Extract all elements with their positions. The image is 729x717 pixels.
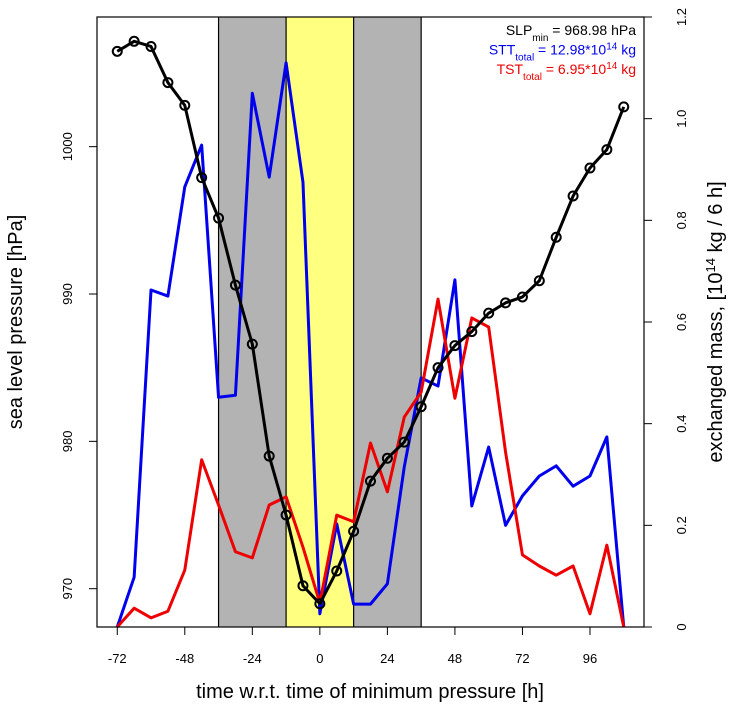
text-part: = 968.98 hPa — [548, 22, 636, 38]
text-part: TST — [497, 61, 524, 77]
y-tick-label: 1000 — [60, 132, 75, 161]
y-tick-label: 980 — [60, 430, 75, 452]
y2-axis-title: exchanged mass, [1014 kg / 6 h] — [703, 181, 728, 462]
series-line — [116, 297, 626, 629]
point — [196, 172, 208, 184]
y2-tick-label: 0.2 — [674, 516, 689, 534]
point — [618, 101, 630, 113]
text-part: total — [515, 52, 534, 63]
shaded-region — [286, 17, 354, 627]
text-part: total — [523, 72, 542, 83]
point — [365, 475, 376, 487]
legend-entry: STTtotal = 12.98*1014 kg — [489, 41, 636, 63]
point — [432, 362, 444, 374]
text-part: kg — [617, 61, 636, 77]
x-tick-label: 24 — [380, 651, 394, 666]
x-tick-label: -24 — [243, 651, 262, 666]
y2-tick-label: 0 — [674, 623, 689, 630]
point — [162, 77, 174, 89]
text-part: = 6.95*10 — [542, 61, 606, 77]
text-part: 14 — [606, 61, 618, 72]
point — [331, 565, 343, 577]
legend-entry: TSTtotal = 6.95*1014 kg — [497, 61, 636, 83]
point — [314, 598, 326, 610]
point — [449, 340, 461, 352]
text-part: 14 — [703, 258, 718, 272]
point — [584, 162, 596, 174]
text-part: = 12.98*10 — [534, 42, 606, 58]
x-tick-label: 96 — [583, 651, 597, 666]
text-part: min — [532, 33, 548, 44]
point — [466, 326, 478, 338]
y2-tick-label: 0.6 — [674, 313, 689, 331]
point — [398, 436, 410, 448]
point — [516, 291, 528, 303]
x-tick-label: -48 — [175, 651, 194, 666]
text-part: 14 — [606, 41, 618, 52]
y2-tick-label: 0.4 — [674, 415, 689, 433]
y-axis-title: sea level pressure [hPa] — [5, 215, 27, 430]
point — [128, 35, 140, 47]
series-line — [116, 39, 626, 606]
y2-tick-label: 1.2 — [674, 8, 689, 26]
text-part: kg — [617, 42, 636, 58]
x-tick-label: 72 — [515, 651, 529, 666]
point — [280, 509, 292, 521]
point — [348, 525, 360, 537]
y2-tick-label: 0.8 — [674, 211, 689, 229]
text-part: SLP — [506, 22, 532, 38]
y2-tick-label: 1.0 — [674, 110, 689, 128]
x-tick-label: 48 — [448, 651, 462, 666]
legend-entry: SLPmin = 968.98 hPa — [506, 22, 636, 44]
point — [246, 338, 258, 350]
point — [297, 580, 309, 592]
point — [601, 144, 613, 156]
y-tick-label: 970 — [60, 578, 75, 600]
point — [567, 190, 579, 202]
x-axis-title: time w.r.t. time of minimum pressure [h] — [196, 681, 544, 703]
text-part: kg / 6 h] — [705, 181, 727, 258]
point — [550, 231, 562, 243]
point — [263, 450, 275, 462]
point — [483, 307, 495, 319]
point — [533, 275, 545, 287]
x-tick-label: -72 — [108, 651, 127, 666]
point — [145, 40, 157, 52]
point — [381, 452, 393, 464]
y-tick-label: 990 — [60, 283, 75, 305]
series-line — [115, 61, 626, 628]
point — [111, 45, 123, 57]
point — [229, 279, 241, 291]
point — [500, 297, 512, 309]
point — [213, 212, 225, 224]
x-tick-label: 0 — [316, 651, 323, 666]
point — [179, 99, 191, 111]
text-part: STT — [489, 42, 516, 58]
point — [415, 401, 427, 413]
text-part: exchanged mass, [10 — [705, 273, 727, 463]
